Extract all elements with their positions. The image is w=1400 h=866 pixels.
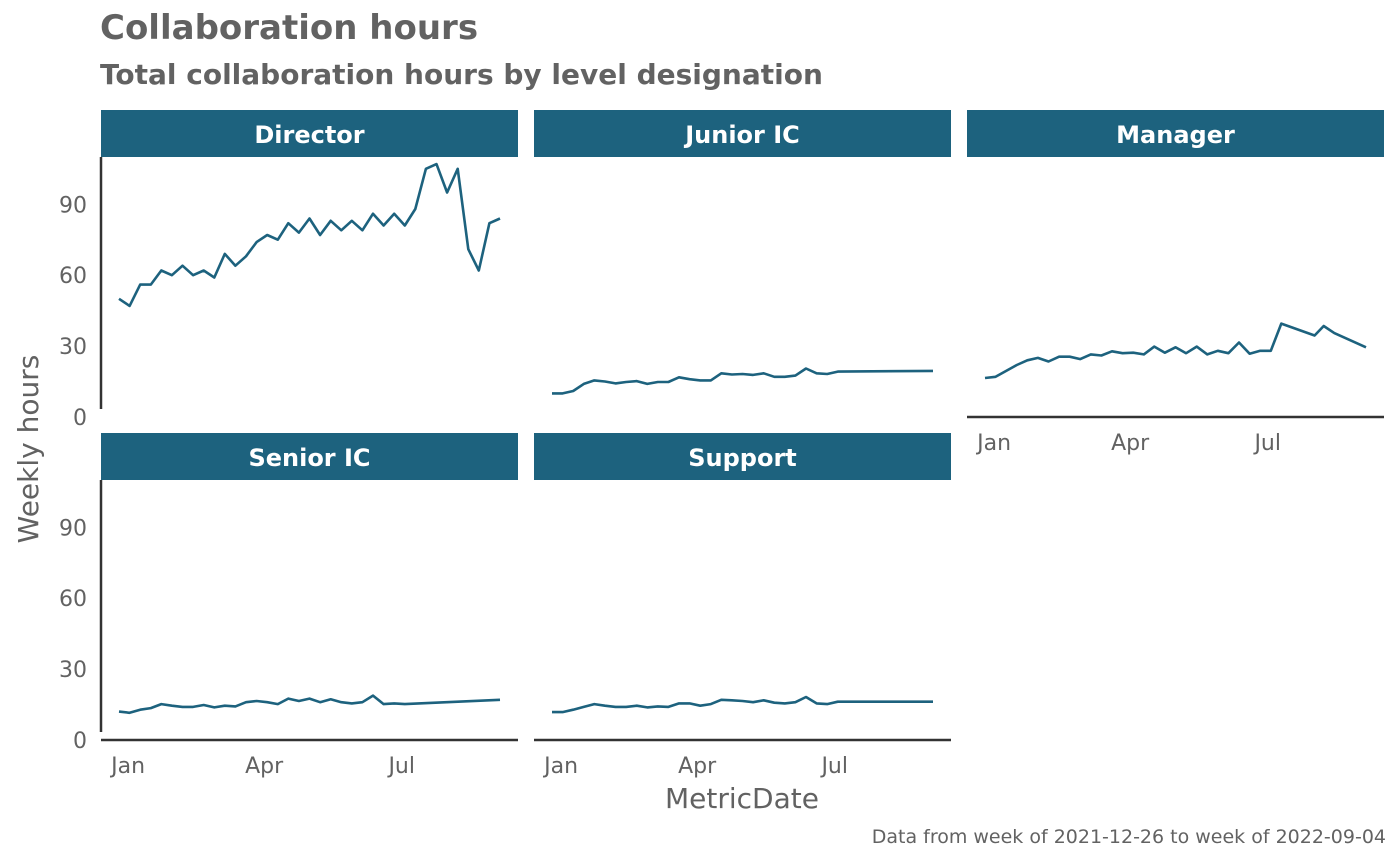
y-tick-label-senior-ic-30: 30 [59,658,87,683]
x-tick-label-senior-ic-jul: Jul [386,754,415,779]
x-axis-title: MetricDate [665,782,819,815]
facet-strip-senior-ic [101,433,518,480]
x-tick-label-support-apr: Apr [678,754,717,779]
y-tick-label-senior-ic-90: 90 [59,516,87,541]
x-tick-label-support-jul: Jul [819,754,848,779]
x-tick-label-senior-ic-jan: Jan [109,754,145,779]
x-tick-label-senior-ic-apr: Apr [245,754,284,779]
y-axis-title: Weekly hours [12,355,45,544]
series-line-support [552,695,933,714]
series-line-director [118,162,501,308]
series-line-junior-ic [552,367,934,395]
facet-label-senior-ic: Senior IC [248,444,370,472]
y-tick-label-senior-ic-60: 60 [59,587,87,612]
facet-strip-manager [967,110,1384,157]
y-tick-label-director-30: 30 [59,335,87,360]
y-tick-label-director-90: 90 [59,193,87,218]
x-tick-label-manager-apr: Apr [1111,431,1150,456]
facet-label-manager: Manager [1116,121,1235,149]
x-tick-label-manager-jul: Jul [1252,431,1281,456]
y-tick-label-senior-ic-0: 0 [73,729,87,754]
y-tick-label-director-60: 60 [59,264,87,289]
facet-label-junior-ic: Junior IC [683,121,800,149]
x-tick-label-support-jan: Jan [542,754,578,779]
x-tick-label-manager-jan: Jan [975,431,1011,456]
facet-strip-director [101,110,518,157]
chart-title: Collaboration hours [100,8,479,48]
facet-strip-support [534,433,951,480]
series-line-senior-ic [118,694,501,715]
series-line-manager [984,322,1367,380]
facet-label-director: Director [254,121,364,149]
chart-caption: Data from week of 2021-12-26 to week of … [871,826,1386,848]
chart-subtitle: Total collaboration hours by level desig… [100,58,823,91]
facet-strip-junior-ic [534,110,951,157]
facet-label-support: Support [688,444,797,472]
y-tick-label-director-0: 0 [73,406,87,431]
